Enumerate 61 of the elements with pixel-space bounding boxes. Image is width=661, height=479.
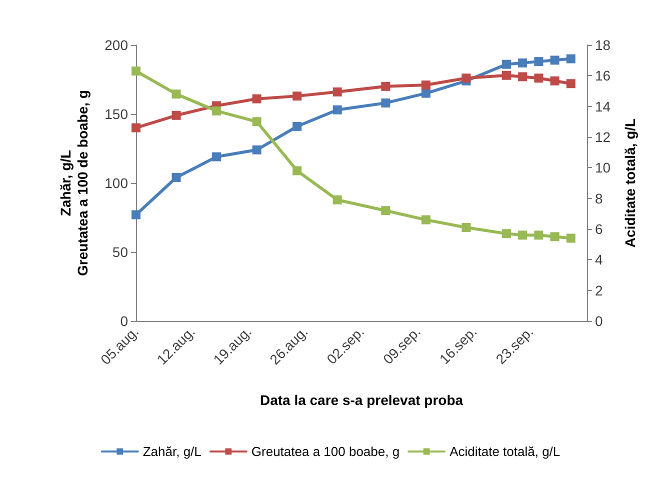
legend-label: Greutatea a 100 boabe, g	[251, 444, 400, 459]
point	[462, 74, 471, 83]
y2-tick-label: 6	[595, 221, 603, 237]
point	[550, 56, 560, 65]
point	[518, 230, 528, 240]
point	[462, 222, 471, 232]
point	[332, 105, 342, 114]
point	[212, 106, 222, 116]
y2-tick-label: 16	[595, 68, 611, 84]
point	[212, 152, 222, 162]
point	[518, 58, 528, 68]
point	[132, 210, 140, 220]
y-tick-label: 200	[104, 37, 128, 53]
y2-tick-label: 14	[595, 98, 611, 114]
point	[381, 206, 390, 216]
y2-tick-label: 0	[595, 313, 603, 329]
point	[502, 60, 511, 69]
y-tick-label: 0	[120, 313, 128, 329]
point	[566, 79, 576, 88]
y-tick-label: 50	[112, 244, 128, 260]
point	[132, 123, 140, 132]
y2-axis-title: Aciditate totală, g/L	[622, 118, 638, 248]
point	[132, 66, 140, 76]
point	[252, 145, 262, 154]
point	[534, 57, 544, 66]
point	[534, 74, 544, 83]
y2-tick-label: 10	[595, 160, 611, 176]
point	[518, 72, 528, 82]
point	[421, 80, 430, 90]
y2-tick-label: 2	[595, 282, 603, 298]
point	[292, 166, 302, 176]
point	[421, 88, 430, 98]
point	[252, 94, 262, 104]
point	[381, 82, 390, 91]
point	[172, 172, 181, 182]
x-axis-title: Data la care s-a prelevat proba	[260, 392, 464, 408]
y2-tick-label: 18	[595, 37, 611, 53]
point	[502, 229, 511, 238]
y-tick-label: 150	[104, 106, 128, 122]
point	[172, 110, 181, 120]
y-axis-title: Zahăr, g/L Greutatea a 100 de boabe, g	[58, 90, 90, 276]
point	[421, 215, 430, 224]
point	[550, 76, 560, 86]
point	[566, 54, 576, 64]
legend-label: Zahăr, g/L	[142, 444, 202, 459]
point	[332, 87, 342, 96]
point	[566, 234, 576, 243]
point	[502, 70, 511, 80]
point	[381, 98, 390, 108]
y2-tick-label: 4	[595, 252, 603, 268]
y2-tick-label: 12	[595, 129, 611, 145]
point	[292, 92, 302, 101]
point	[292, 122, 302, 131]
point	[252, 117, 262, 126]
legend-label: Aciditate totală, g/L	[450, 444, 560, 459]
y-tick-label: 100	[104, 175, 128, 191]
y2-tick-label: 8	[595, 190, 603, 206]
point	[332, 195, 342, 204]
point	[550, 232, 560, 242]
point	[534, 230, 544, 240]
point	[172, 90, 181, 99]
